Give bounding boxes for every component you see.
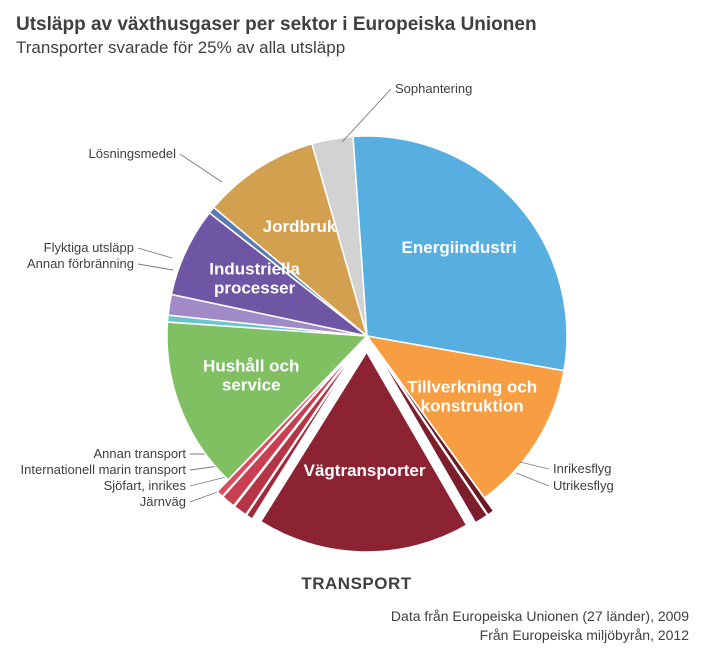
leader-sjofart — [190, 477, 226, 486]
slice-label-sophantering: Sophantering — [395, 81, 472, 96]
slice-label-losningsmedel: Lösningsmedel — [89, 146, 177, 161]
slice-label-inrikesflyg: Inrikesflyg — [553, 461, 612, 476]
slice-label-industriella: Industriellaprocesser — [209, 260, 300, 298]
pie-svg: Sophantering Energiindustri Tillverkning o… — [0, 58, 713, 618]
slice-label-annanforbr: Annan förbränning — [27, 256, 134, 271]
leader-utrikesflyg — [516, 473, 549, 486]
page-subtitle: Transporter svarade för 25% av alla utsl… — [16, 38, 345, 58]
footer-line-2: Från Europeiska miljöbyrån, 2012 — [391, 626, 689, 645]
transport-group-label: TRANSPORT — [0, 574, 713, 594]
chart-footer: Data från Europeiska Unionen (27 länder)… — [391, 607, 689, 645]
leader-flyktiga — [138, 248, 172, 258]
slice-label-vagtransporter: Vägtransporter — [304, 461, 426, 480]
slice-label-jordbruk: Jordbruk — [263, 217, 337, 236]
pie-chart: Sophantering Energiindustri Tillverkning o… — [0, 58, 713, 618]
slice-label-jarnvag: Järnväg — [140, 494, 186, 509]
footer-line-1: Data från Europeiska Unionen (27 länder)… — [391, 607, 689, 626]
slice-label-marin: Internationell marin transport — [21, 462, 187, 477]
slice-label-sjofart: Sjöfart, inrikes — [104, 478, 187, 493]
slice-label-annantransport: Annan transport — [93, 446, 186, 461]
leader-inrikesflyg — [520, 462, 549, 469]
slice-label-energiindustri: Energiindustri — [402, 238, 517, 257]
slice-label-utrikesflyg: Utrikesflyg — [553, 478, 614, 493]
leader-annanforbr — [138, 264, 173, 270]
leader-losningsmedel — [180, 154, 222, 182]
slice-label-flyktiga: Flyktiga utsläpp — [44, 240, 134, 255]
page-title: Utsläpp av växthusgaser per sektor i Eur… — [16, 14, 537, 36]
slice-label-tillverkning: Tillverkning ochkonstruktion — [407, 378, 537, 416]
leader-sophantering — [342, 89, 391, 142]
